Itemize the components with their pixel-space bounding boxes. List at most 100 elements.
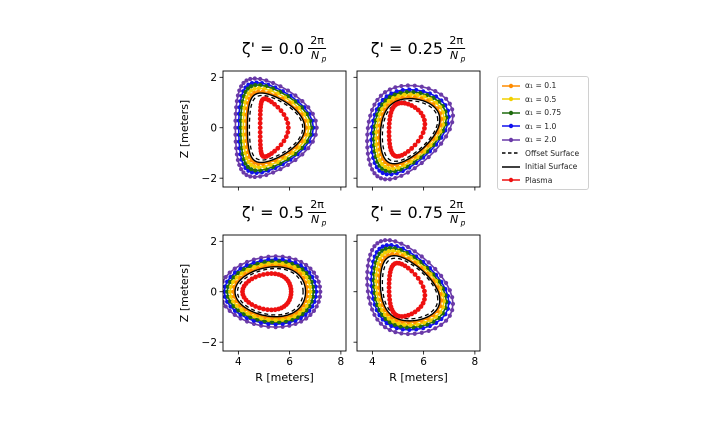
series-point (239, 167, 244, 172)
series-point (262, 319, 267, 324)
series-point (365, 132, 370, 137)
series-point (225, 289, 230, 294)
series-point (439, 273, 444, 278)
series-point (422, 320, 427, 325)
series-point (304, 303, 309, 309)
y-tick-label: 2 (210, 72, 217, 84)
series-point (280, 321, 285, 326)
title-frac-denominator: N (311, 49, 319, 62)
series-point (241, 267, 247, 272)
series-point (299, 259, 304, 265)
series-point (314, 274, 319, 280)
series-point (419, 330, 424, 335)
title-frac-numerator: 2π (449, 198, 463, 211)
series-point (389, 323, 394, 329)
offset-surface-line (381, 257, 439, 320)
series-point (262, 260, 267, 265)
y-tick-label: 2 (210, 236, 217, 248)
series-point (236, 308, 241, 313)
series-point (223, 279, 225, 284)
series-point (419, 254, 424, 259)
series-point (399, 83, 404, 89)
series-point (380, 244, 385, 249)
series-point (314, 289, 319, 294)
series-point (391, 95, 396, 101)
plasma-point (281, 112, 287, 117)
series-point (289, 317, 295, 322)
series-point (280, 257, 285, 262)
series-point (426, 86, 431, 91)
title-frac-numerator: 2π (310, 198, 324, 211)
legend-label: α₁ = 0.1 (525, 81, 557, 91)
series-point (392, 92, 397, 97)
series-point (382, 90, 388, 95)
series-point (219, 285, 223, 289)
series-point (271, 170, 276, 175)
plasma-point (249, 302, 255, 307)
series-point (404, 90, 409, 95)
series-point (372, 312, 377, 317)
series-point (278, 84, 283, 89)
series-point (241, 80, 246, 86)
series-point (287, 255, 292, 260)
plasma-point (386, 129, 392, 135)
series-point (407, 327, 412, 332)
series-point (273, 261, 278, 266)
legend-label: α₁ = 1.0 (525, 121, 557, 131)
series-point (248, 315, 253, 320)
series-point (443, 96, 449, 101)
series-point (300, 152, 305, 157)
title-frac-denominator: N (450, 213, 458, 226)
series-point (307, 284, 313, 289)
plasma-point (422, 125, 427, 131)
series-point (307, 294, 313, 299)
series-point (227, 270, 232, 275)
plasma-point (386, 281, 392, 286)
series-point (400, 327, 405, 332)
series-point (393, 239, 398, 244)
series-point (405, 170, 410, 175)
plasma-point (272, 271, 278, 277)
plasma-point (257, 129, 263, 135)
plasma-point (412, 142, 418, 148)
plasma-point (387, 117, 393, 123)
plasma-point (409, 268, 415, 274)
series-point (293, 321, 298, 327)
title-frac-subscript: p (460, 55, 466, 64)
series-point (289, 261, 295, 266)
plasma-point (386, 285, 392, 290)
series-point (450, 301, 456, 306)
offset-surface-line (248, 94, 304, 161)
y-tick-label: 0 (210, 123, 217, 135)
legend-key (502, 110, 520, 115)
series-point (318, 289, 323, 294)
series-point (405, 244, 410, 250)
series-point (314, 304, 319, 309)
series-point (295, 264, 300, 269)
series-point (372, 171, 377, 176)
plasma-point (387, 113, 393, 119)
series-point (369, 248, 375, 253)
series-point (297, 267, 302, 273)
series-point (300, 99, 305, 104)
series-point (433, 89, 438, 94)
series-point (369, 167, 375, 172)
plasma-point (387, 297, 393, 303)
series-point (245, 311, 250, 316)
series-point (383, 168, 388, 173)
series-point (378, 176, 384, 181)
panel-p1: ζ' = 0.25 2π N p (353, 34, 481, 191)
series-point (310, 139, 315, 144)
plasma-point (285, 125, 291, 131)
series-point (365, 269, 370, 275)
panel-title: ζ' = 0.25 2π N p (371, 34, 466, 64)
series-point (228, 289, 233, 294)
series-point (248, 174, 253, 179)
series-point (244, 315, 249, 321)
plasma-point (257, 120, 263, 126)
plasma-point (422, 121, 428, 127)
series-point (273, 322, 278, 327)
series-point (393, 85, 398, 90)
series-point (266, 254, 271, 259)
